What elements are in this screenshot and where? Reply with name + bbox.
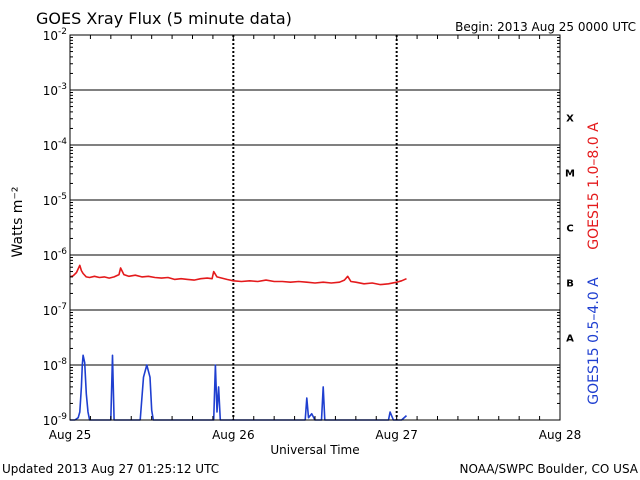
y-tick-exponent: -3 bbox=[58, 82, 67, 92]
flare-class-label: A bbox=[566, 334, 574, 345]
x-tick-label: Aug 25 bbox=[49, 428, 92, 442]
begin-label: Begin: 2013 Aug 25 0000 UTC bbox=[455, 20, 636, 34]
series-line-long-channel bbox=[69, 264, 407, 286]
y-tick-label: 10-3 bbox=[43, 82, 67, 98]
y-tick-exponent: -5 bbox=[58, 192, 67, 202]
y-tick-label: 10-2 bbox=[43, 27, 67, 43]
y-tick-exponent: -8 bbox=[58, 357, 67, 367]
x-axis-label: Universal Time bbox=[270, 443, 359, 457]
y-tick-exponent: -4 bbox=[58, 137, 67, 147]
y-tick-label: 10-7 bbox=[43, 302, 67, 318]
y-tick-label: 10-6 bbox=[43, 247, 68, 263]
flare-class-label: C bbox=[566, 224, 573, 235]
y-axis-label: Watts m⁻² bbox=[10, 187, 26, 258]
flare-class-label: M bbox=[565, 169, 575, 180]
y-tick-exponent: -9 bbox=[58, 412, 67, 422]
x-tick-label: Aug 27 bbox=[375, 428, 418, 442]
flare-class-label: X bbox=[566, 114, 574, 125]
legend-short-channel: GOES15 0.5–4.0 A bbox=[586, 277, 602, 405]
y-tick-exponent: -2 bbox=[58, 27, 67, 37]
y-tick-label: 10-9 bbox=[43, 412, 68, 428]
flare-class-label: B bbox=[566, 279, 574, 290]
chart-title: GOES Xray Flux (5 minute data) bbox=[36, 9, 292, 28]
updated-timestamp: Updated 2013 Aug 27 01:25:12 UTC bbox=[2, 462, 219, 476]
x-tick-label: Aug 28 bbox=[539, 428, 582, 442]
y-tick-label: 10-4 bbox=[43, 137, 68, 153]
y-tick-label: 10-5 bbox=[43, 192, 67, 208]
grid bbox=[70, 35, 560, 420]
legend-long-channel: GOES15 1.0–8.0 A bbox=[586, 122, 602, 250]
y-tick-exponent: -7 bbox=[58, 302, 67, 312]
data-source: NOAA/SWPC Boulder, CO USA bbox=[460, 462, 639, 476]
y-tick-exponent: -6 bbox=[58, 247, 67, 257]
x-tick-label: Aug 26 bbox=[212, 428, 255, 442]
y-tick-label: 10-8 bbox=[43, 357, 68, 373]
